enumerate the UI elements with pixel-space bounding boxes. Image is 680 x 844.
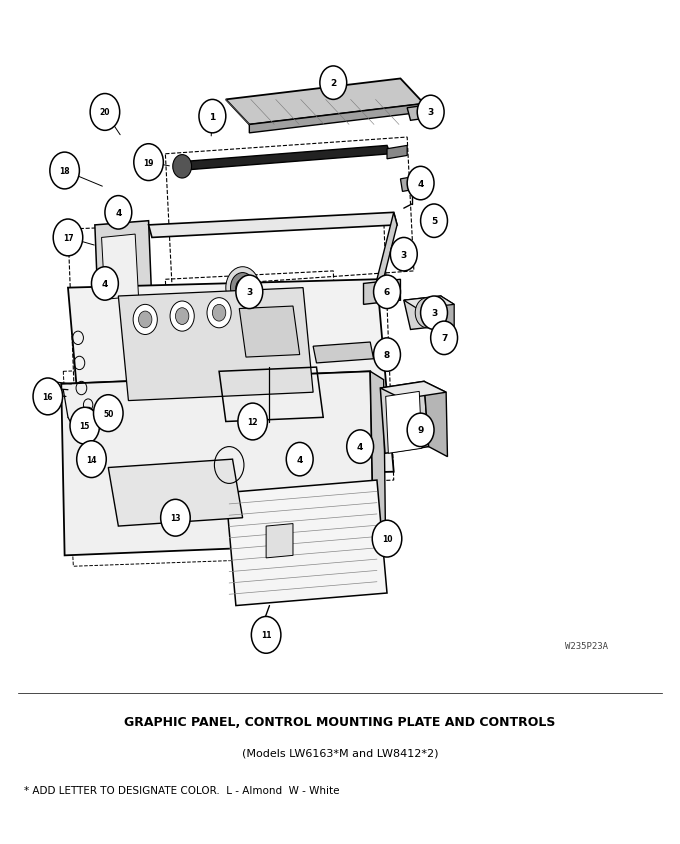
Circle shape [347, 430, 373, 464]
Polygon shape [148, 213, 397, 238]
Text: 1: 1 [209, 112, 216, 122]
Text: W235P23A: W235P23A [565, 641, 608, 650]
Circle shape [77, 441, 106, 478]
Text: 3: 3 [401, 251, 407, 259]
Text: 4: 4 [418, 179, 424, 188]
Text: 17: 17 [63, 234, 73, 242]
Polygon shape [404, 296, 447, 330]
Text: 4: 4 [296, 455, 303, 464]
Polygon shape [401, 176, 426, 192]
Circle shape [373, 276, 401, 309]
Text: 4: 4 [357, 442, 363, 452]
Circle shape [50, 153, 80, 190]
Polygon shape [424, 381, 447, 457]
Polygon shape [404, 296, 454, 309]
Circle shape [93, 395, 123, 432]
Circle shape [160, 500, 190, 537]
Circle shape [407, 167, 434, 201]
Text: 6: 6 [384, 288, 390, 297]
Polygon shape [407, 105, 441, 122]
Polygon shape [175, 146, 390, 171]
Polygon shape [441, 296, 454, 334]
Polygon shape [61, 372, 373, 555]
Polygon shape [266, 524, 293, 558]
Polygon shape [118, 289, 313, 401]
Circle shape [33, 379, 63, 415]
Circle shape [407, 414, 434, 447]
Text: 3: 3 [428, 108, 434, 117]
Text: (Models LW6163*M and LW8412*2): (Models LW6163*M and LW8412*2) [242, 748, 438, 758]
Circle shape [430, 322, 458, 355]
Circle shape [207, 298, 231, 328]
Text: 20: 20 [100, 108, 110, 117]
Polygon shape [101, 235, 139, 300]
Circle shape [70, 408, 99, 445]
Circle shape [199, 100, 226, 133]
Text: 50: 50 [103, 409, 114, 418]
Circle shape [421, 205, 447, 238]
Text: 10: 10 [381, 534, 392, 544]
Circle shape [421, 296, 447, 330]
Circle shape [92, 268, 118, 300]
Text: 15: 15 [80, 422, 90, 430]
Text: 14: 14 [86, 455, 97, 464]
Polygon shape [387, 146, 407, 160]
Polygon shape [380, 381, 428, 454]
Polygon shape [364, 280, 401, 305]
Circle shape [212, 305, 226, 322]
Circle shape [105, 197, 132, 230]
Polygon shape [108, 460, 243, 527]
Circle shape [133, 305, 157, 335]
Circle shape [231, 273, 255, 303]
Text: 19: 19 [143, 159, 154, 167]
Polygon shape [95, 221, 152, 309]
Circle shape [390, 238, 418, 272]
Polygon shape [226, 79, 424, 126]
Text: 18: 18 [59, 167, 70, 176]
Polygon shape [226, 480, 387, 606]
Text: 11: 11 [261, 630, 271, 640]
Circle shape [236, 276, 262, 309]
Polygon shape [386, 392, 422, 454]
Text: 5: 5 [431, 217, 437, 226]
Polygon shape [377, 213, 397, 293]
Circle shape [372, 521, 402, 557]
Text: GRAPHIC PANEL, CONTROL MOUNTING PLATE AND CONTROLS: GRAPHIC PANEL, CONTROL MOUNTING PLATE AN… [124, 715, 556, 728]
Circle shape [170, 301, 194, 332]
Circle shape [175, 308, 189, 325]
Text: 13: 13 [170, 514, 181, 522]
Text: 7: 7 [441, 334, 447, 343]
Circle shape [373, 338, 401, 372]
Circle shape [236, 280, 250, 296]
Polygon shape [61, 372, 373, 392]
Text: 4: 4 [115, 208, 122, 218]
Circle shape [53, 219, 83, 257]
Text: 4: 4 [102, 279, 108, 289]
Text: 3: 3 [246, 288, 252, 297]
Polygon shape [313, 343, 373, 364]
Circle shape [173, 155, 192, 179]
Text: 3: 3 [431, 309, 437, 318]
Text: 8: 8 [384, 350, 390, 360]
Polygon shape [370, 372, 386, 551]
Circle shape [139, 311, 152, 328]
Text: 9: 9 [418, 426, 424, 435]
Text: 16: 16 [43, 392, 53, 402]
Circle shape [238, 403, 267, 441]
Circle shape [134, 144, 163, 181]
Polygon shape [380, 381, 446, 399]
Circle shape [252, 617, 281, 653]
Circle shape [415, 298, 439, 328]
Polygon shape [68, 280, 394, 480]
Text: 2: 2 [330, 79, 337, 88]
Circle shape [320, 67, 347, 100]
Text: * ADD LETTER TO DESIGNATE COLOR.  L - Almond  W - White: * ADD LETTER TO DESIGNATE COLOR. L - Alm… [24, 785, 340, 795]
Circle shape [286, 443, 313, 476]
Polygon shape [250, 105, 424, 133]
Circle shape [90, 95, 120, 131]
Text: 12: 12 [248, 418, 258, 426]
Polygon shape [239, 306, 300, 358]
Circle shape [226, 268, 259, 309]
Circle shape [418, 96, 444, 129]
